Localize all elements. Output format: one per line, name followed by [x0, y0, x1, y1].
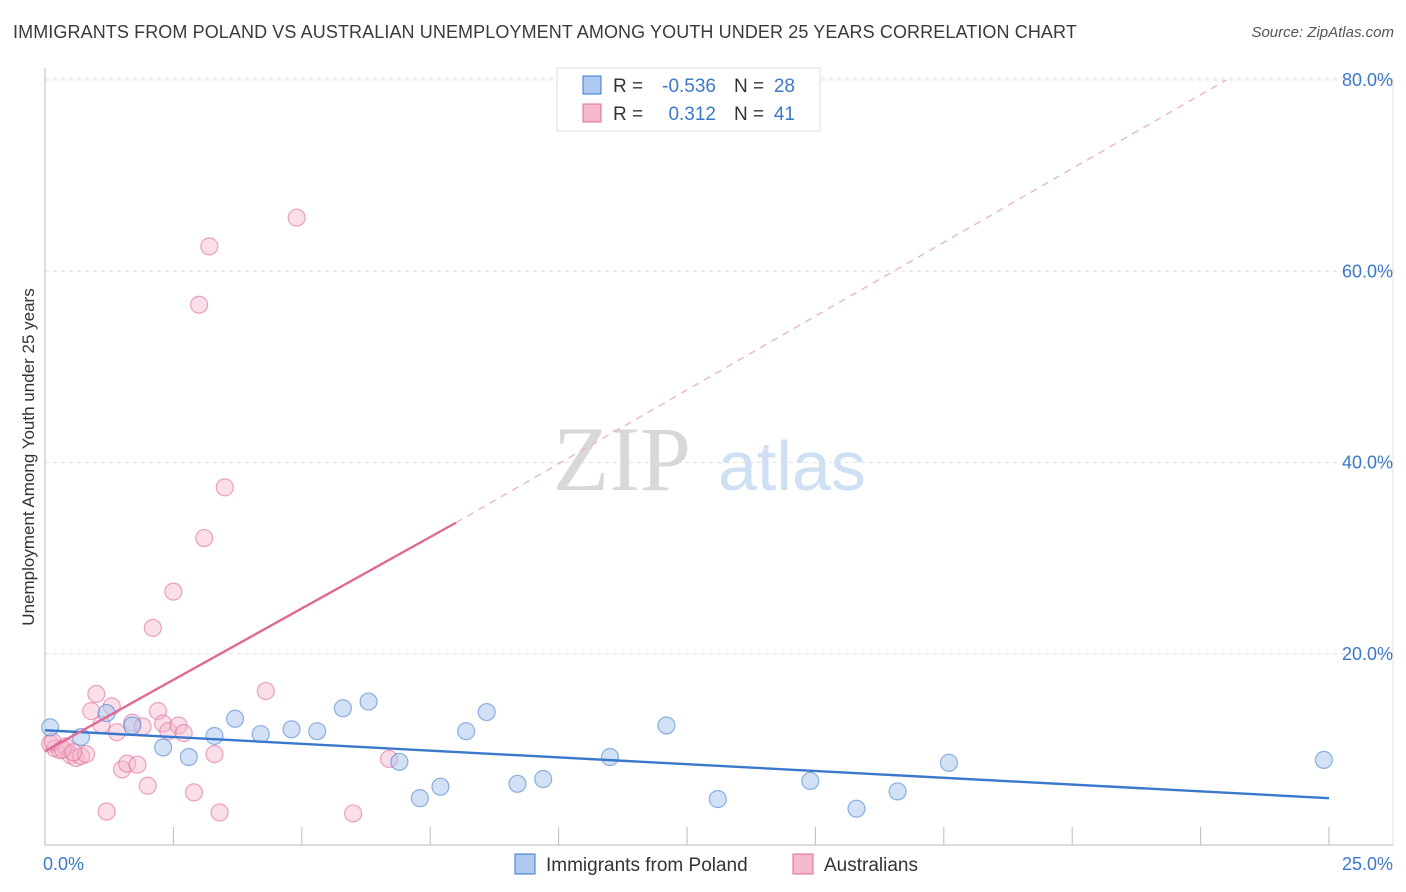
- australians-point: [215, 478, 234, 497]
- poland-point: [477, 702, 496, 722]
- trend-lines: [455, 79, 1227, 524]
- australians-point: [87, 684, 106, 704]
- australians-point: [256, 681, 275, 701]
- australians-point: [64, 743, 83, 762]
- poland-point: [1314, 750, 1333, 769]
- legend-n-value: 28: [774, 76, 795, 97]
- poland-point: [308, 722, 327, 741]
- poland-point: [708, 789, 727, 809]
- grid-lines: [45, 77, 1394, 845]
- poland-point: [888, 782, 907, 801]
- poland-point: [333, 699, 352, 718]
- poland-point: [390, 752, 409, 771]
- legend-n-label: N =: [734, 104, 764, 125]
- legend-r-label: R =: [613, 104, 643, 125]
- legend-item-poland-swatch: [514, 853, 536, 875]
- source-label: Source: ZipAtlas.com: [1251, 24, 1394, 41]
- australians-point: [138, 776, 157, 795]
- poland-point: [801, 771, 820, 791]
- poland-point: [534, 769, 553, 789]
- poland-point: [431, 777, 450, 796]
- watermark-atlas: atlas: [718, 427, 866, 505]
- poland-point: [41, 718, 60, 737]
- australians-point: [200, 237, 219, 256]
- data-points: [41, 208, 1333, 823]
- watermark: ZIP atlas: [553, 408, 866, 510]
- chart-title: IMMIGRANTS FROM POLAND VS AUSTRALIAN UNE…: [13, 22, 1077, 42]
- y-tick-label: 40.0%: [1342, 453, 1393, 473]
- poland-point: [179, 747, 198, 767]
- legend-n-label: N =: [734, 76, 764, 97]
- poland-point: [154, 738, 173, 757]
- y-axis-label: Unemployment Among Youth under 25 years: [19, 288, 38, 625]
- y-tick-label: 80.0%: [1342, 70, 1393, 90]
- poland-trend-line: [44, 729, 1330, 800]
- australians-point: [287, 208, 306, 227]
- pink-trend-extension: [455, 79, 1227, 524]
- poland-point: [225, 709, 245, 728]
- legend-n-value: 41: [774, 104, 795, 125]
- x-tick-label-min: 0.0%: [43, 854, 84, 874]
- legend-item-australians-label: Australians: [824, 855, 918, 876]
- poland-point: [123, 716, 142, 735]
- legend-r-value: -0.536: [662, 76, 716, 97]
- australians-point: [97, 802, 116, 821]
- y-tick-label: 20.0%: [1342, 644, 1393, 664]
- poland-point: [410, 789, 430, 808]
- y-tick-label: 60.0%: [1342, 261, 1393, 281]
- australians-point: [184, 783, 204, 802]
- legend-swatch-blue: [582, 75, 602, 95]
- legend-item-australians-swatch: [792, 853, 814, 875]
- poland-point: [457, 722, 476, 741]
- australians-point: [210, 803, 229, 822]
- poland-point: [600, 747, 620, 767]
- watermark-zip: ZIP: [553, 408, 691, 510]
- axes: 20.0% 40.0% 60.0% 80.0% 0.0% 25.0%: [43, 68, 1393, 874]
- australians-point: [195, 528, 214, 548]
- australians-point: [344, 804, 363, 823]
- poland-point: [508, 774, 527, 793]
- poland-point: [847, 799, 866, 818]
- poland-point: [939, 753, 959, 772]
- series-legend: Immigrants from Poland Australians: [514, 853, 918, 876]
- poland-point: [359, 692, 378, 711]
- stats-legend: R = -0.536 N = 28 R = 0.312 N = 41: [556, 67, 821, 132]
- australians-point: [189, 295, 209, 314]
- australians-point: [164, 582, 183, 601]
- australians-trend-line: [44, 521, 457, 753]
- australians-point: [107, 723, 127, 742]
- poland-point: [657, 716, 676, 735]
- legend-r-label: R =: [613, 76, 643, 97]
- legend-item-poland-label: Immigrants from Poland: [546, 855, 748, 876]
- poland-point: [251, 724, 270, 744]
- poland-point: [205, 726, 224, 746]
- legend-r-value: 0.312: [668, 104, 716, 125]
- australians-point: [128, 755, 147, 774]
- x-tick-label-max: 25.0%: [1342, 854, 1393, 874]
- australians-point: [205, 745, 224, 764]
- legend-swatch-pink: [582, 103, 602, 123]
- australians-point: [143, 618, 162, 638]
- poland-point: [282, 720, 301, 739]
